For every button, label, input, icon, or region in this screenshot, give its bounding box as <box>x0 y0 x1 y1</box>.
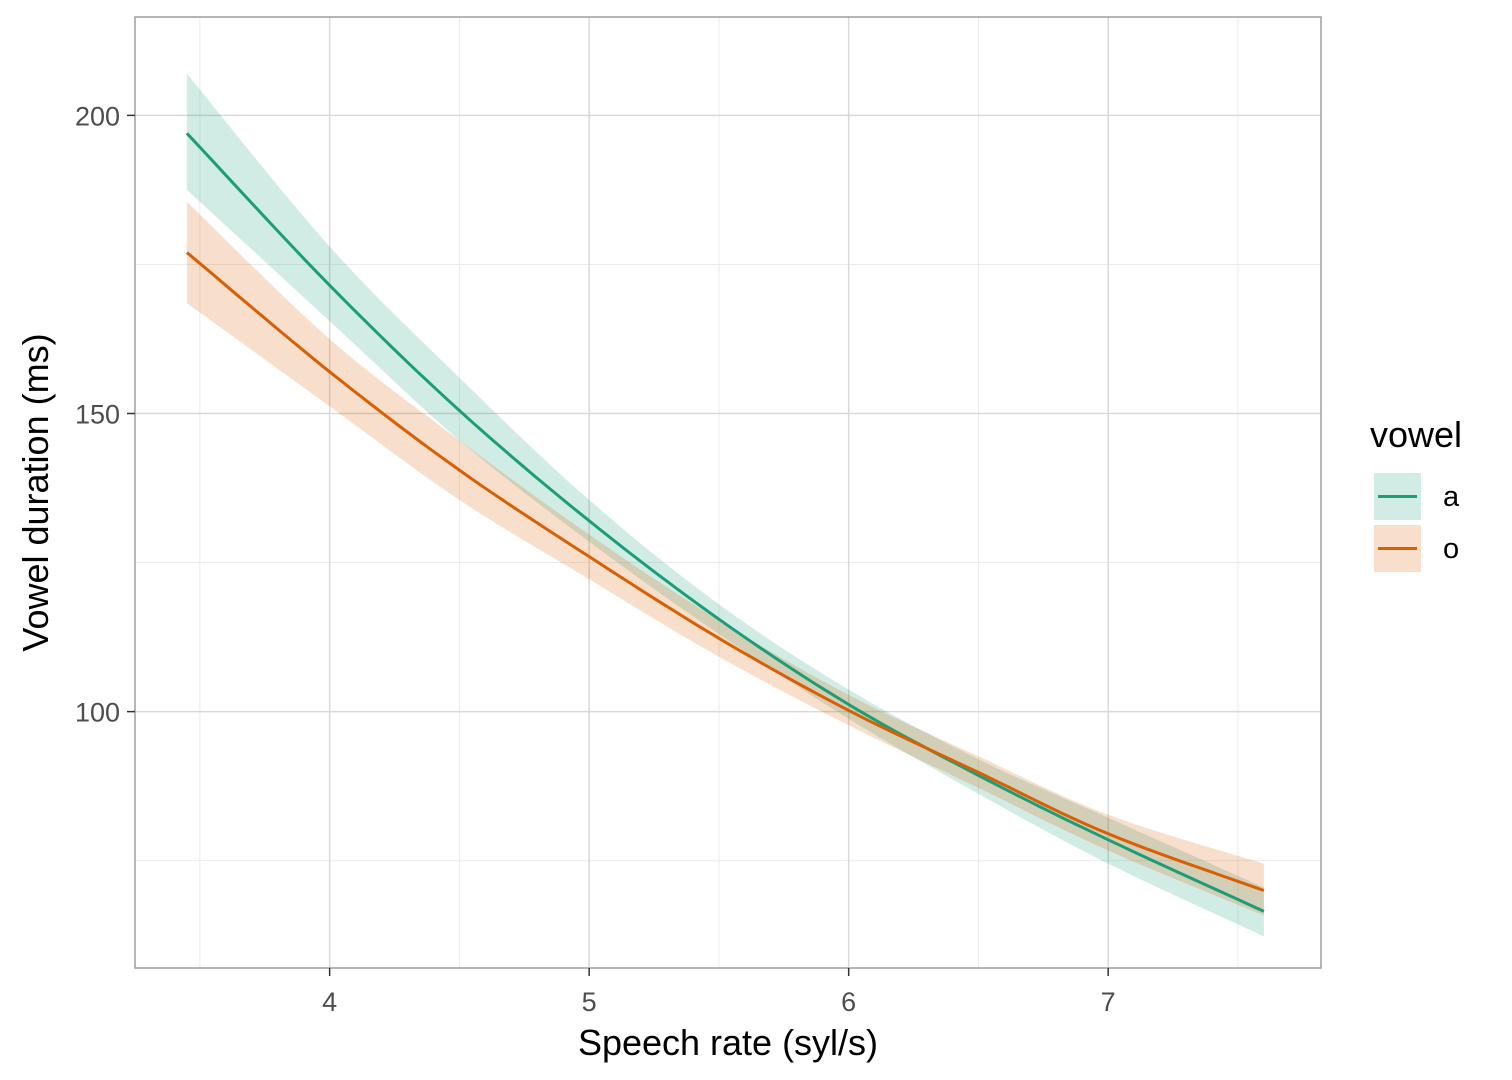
x-axis-ticks: 4 5 6 7 <box>322 968 1116 1017</box>
y-tick-label: 200 <box>75 101 120 131</box>
x-tick-label: 6 <box>841 987 856 1017</box>
x-tick-label: 5 <box>582 987 597 1017</box>
legend-label-o: o <box>1443 533 1459 565</box>
x-axis-title: Speech rate (syl/s) <box>578 1022 878 1063</box>
y-axis-title: Vowel duration (ms) <box>15 333 56 651</box>
line-o <box>185 251 1265 892</box>
legend-label-a: a <box>1443 481 1460 513</box>
y-tick-label: 100 <box>75 698 120 728</box>
confidence-ribbons <box>186 73 1264 937</box>
panel-border <box>134 16 1322 969</box>
ribbon-a <box>186 73 1264 937</box>
line-a <box>185 132 1265 913</box>
major-gridlines <box>135 17 1321 968</box>
y-axis-ticks: 100 150 200 <box>75 101 135 728</box>
series-lines <box>185 132 1265 913</box>
y-tick-label: 150 <box>75 399 120 429</box>
legend: vowel ao <box>1370 414 1462 572</box>
x-tick-label: 7 <box>1101 987 1116 1017</box>
legend-key-o <box>1374 525 1421 572</box>
legend-title: vowel <box>1370 414 1462 455</box>
x-tick-label: 4 <box>322 987 337 1017</box>
ribbon-o <box>186 201 1264 916</box>
legend-key-a <box>1374 473 1421 520</box>
minor-gridlines <box>135 17 1321 968</box>
